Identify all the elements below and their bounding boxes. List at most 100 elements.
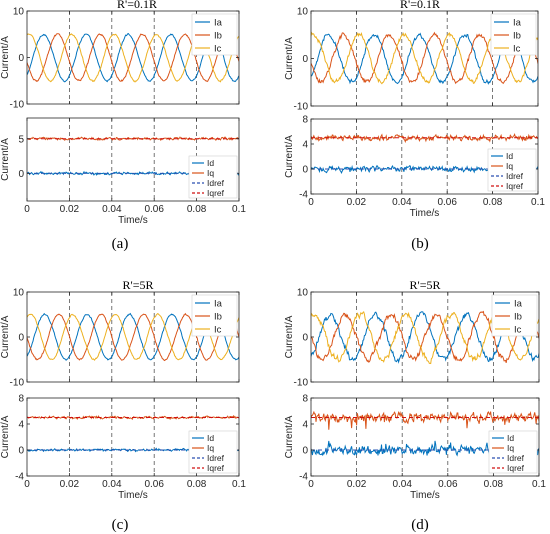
x-tick-label: 0.08 <box>187 204 207 215</box>
x-tick-label: 0.02 <box>60 204 80 215</box>
legend-label: Ib <box>214 312 222 323</box>
x-tick-label: 0 <box>308 479 314 490</box>
y-tick-label: 10 <box>297 288 309 299</box>
y-tick-label: 4 <box>18 420 24 431</box>
panel-caption: (d) <box>411 517 429 533</box>
x-tick-label: 0.1 <box>232 479 246 490</box>
legend-label: Ia <box>214 299 223 310</box>
legend-label: Ib <box>513 31 521 42</box>
y-tick-label: -4 <box>15 472 24 483</box>
y-axis-label: Current/A <box>284 37 295 80</box>
y-tick-label: 4 <box>302 140 308 151</box>
series-ib <box>27 32 239 83</box>
legend-label: Ic <box>513 44 521 55</box>
axes-frame <box>26 397 240 477</box>
y-tick-label: 0 <box>18 53 24 64</box>
legend-label: Iqref <box>507 463 525 473</box>
y-tick-label: -10 <box>294 102 309 113</box>
plot-d-phase: -10 0 10 Current/A Ia Ib Ic <box>284 288 540 389</box>
panel-caption: (c) <box>112 517 129 533</box>
x-tick-label: 0.04 <box>392 197 412 208</box>
y-tick-label: 5 <box>18 134 24 145</box>
plot-c-phase: -10 0 10 Current/A Ia Ib Ic <box>0 288 240 389</box>
legend-label: Id <box>506 151 513 161</box>
x-tick-label: 0.08 <box>483 197 503 208</box>
panel-title: R'=5R <box>410 278 441 292</box>
series-ia <box>27 312 239 361</box>
x-tick-label: 0.02 <box>347 197 367 208</box>
x-tick-label: 0.06 <box>144 479 164 490</box>
y-tick-label: -10 <box>10 100 25 111</box>
legend-label: Ic <box>214 325 222 336</box>
x-tick-label: 0.02 <box>347 479 367 490</box>
y-tick-label: 0 <box>18 333 24 344</box>
legend-label: Iq <box>506 161 513 171</box>
legend-label: Iqref <box>506 181 524 191</box>
y-axis-label: Current/A <box>0 415 11 458</box>
legend-label: Iqref <box>207 188 225 198</box>
x-tick-label: 0.1 <box>232 204 246 215</box>
x-tick-label: 0.08 <box>187 479 207 490</box>
axes-frame <box>26 117 240 202</box>
y-tick-label: 8 <box>302 115 308 126</box>
x-axis-label: Time/s <box>410 208 440 219</box>
x-tick-label: 0 <box>24 479 30 490</box>
axes-frame <box>310 118 539 195</box>
series-ib <box>311 31 538 85</box>
legend-label: Ia <box>514 299 523 310</box>
legend-label: Idref <box>507 453 525 463</box>
legend-label: Ic <box>214 44 222 55</box>
y-tick-label: 10 <box>13 288 25 299</box>
panel-caption: (a) <box>112 236 129 252</box>
y-tick-label: 0 <box>302 333 308 344</box>
y-tick-label: -10 <box>10 378 25 389</box>
legend-label: Idref <box>506 171 524 181</box>
y-tick-label: 10 <box>13 7 25 18</box>
x-tick-label: 0.04 <box>102 204 122 215</box>
y-tick-label: 0 <box>302 165 308 176</box>
y-tick-label: -4 <box>299 472 308 483</box>
x-tick-label: 0.1 <box>532 479 546 490</box>
x-tick-label: 0.06 <box>144 204 164 215</box>
legend-label: Id <box>207 158 214 168</box>
legend-label: Ic <box>514 325 522 336</box>
y-tick-label: 8 <box>302 394 308 405</box>
x-axis-label: Time/s <box>118 215 148 226</box>
axes-frame <box>310 397 540 477</box>
y-axis-label: Current/A <box>0 36 11 79</box>
y-tick-label: 0 <box>302 446 308 457</box>
legend-label: Iqref <box>207 463 225 473</box>
legend-label: Iq <box>207 168 214 178</box>
y-tick-label: 0 <box>18 446 24 457</box>
series-ib <box>27 312 239 362</box>
x-tick-label: 0.1 <box>531 197 545 208</box>
x-tick-label: 0.08 <box>484 479 504 490</box>
x-tick-label: 0.06 <box>437 197 457 208</box>
y-tick-label: 0 <box>302 54 308 65</box>
panel-title: R'=0.1R <box>400 0 440 11</box>
y-tick-label: 8 <box>18 394 24 405</box>
y-tick-label: 4 <box>302 420 308 431</box>
legend-label: Ib <box>514 312 522 323</box>
x-axis-label: Time/s <box>410 490 440 501</box>
panel-caption: (b) <box>411 236 429 252</box>
y-axis-label: Current/A <box>284 315 295 358</box>
x-tick-label: 0.04 <box>102 479 122 490</box>
legend-label: Ia <box>513 18 522 29</box>
legend-label: Ia <box>214 18 223 29</box>
legend-label: Idref <box>207 178 225 188</box>
legend-label: Idref <box>207 453 225 463</box>
legend-label: Iq <box>207 443 214 453</box>
legend-label: Id <box>207 433 214 443</box>
plot-b-phase: -10 0 10 Current/A Ia Ib Ic <box>284 7 539 113</box>
y-axis-label: Current/A <box>284 415 295 458</box>
plot-a-dq: 050 0.02 0.04 0.06 0.08 0.1Current/ATime/sIdI… <box>0 117 246 226</box>
y-tick-label: -10 <box>294 378 309 389</box>
y-axis-label: Current/A <box>284 135 295 178</box>
panel-title: R'=5R <box>123 278 154 292</box>
x-tick-label: 0.06 <box>438 479 458 490</box>
panel-title: R'=0.1R <box>117 0 157 11</box>
x-tick-label: 0 <box>24 204 30 215</box>
